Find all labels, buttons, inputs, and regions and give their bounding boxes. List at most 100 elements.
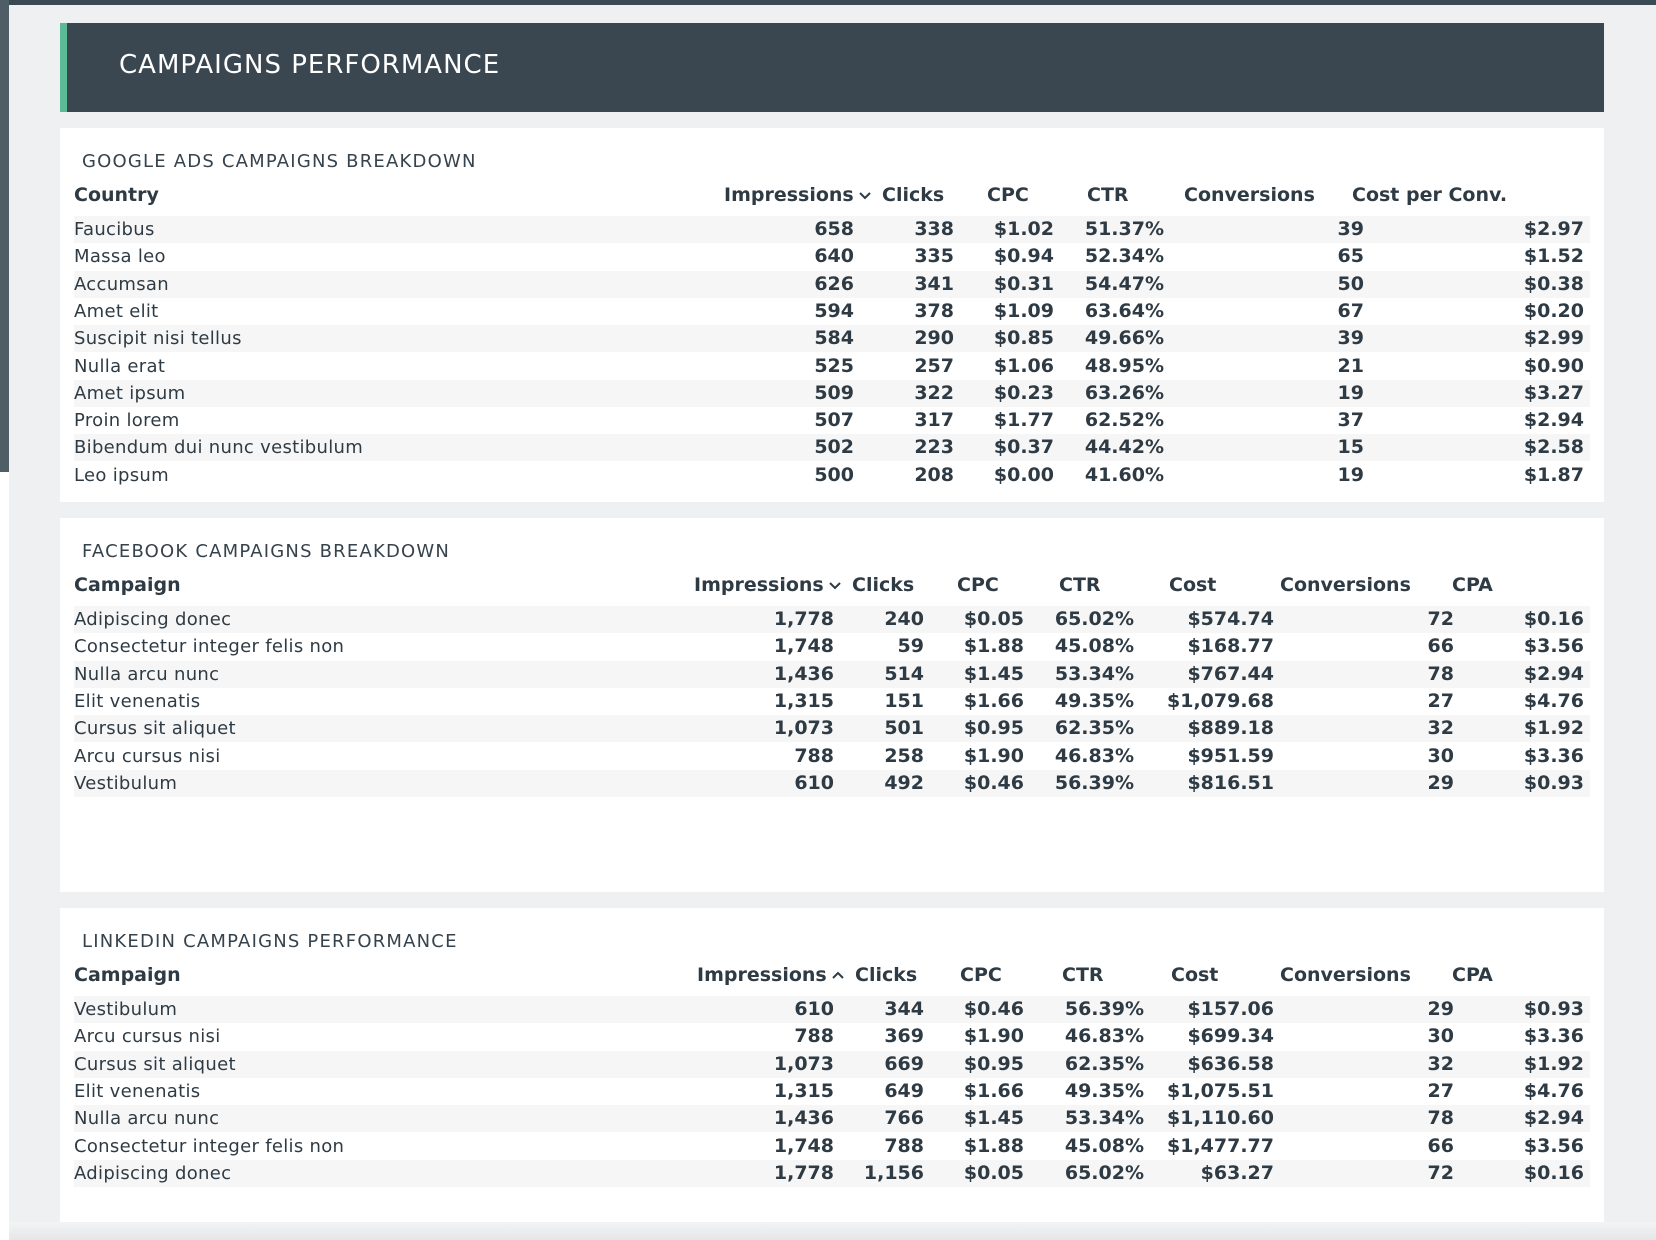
cell-impressions: 788 xyxy=(794,744,834,767)
table-row[interactable]: Elit venenatis 1,315 151 $1.66 49.35% $1,079.… xyxy=(74,688,1590,715)
table-row[interactable]: Amet ipsum 509 322 $0.23 63.26% 19 $3.27 xyxy=(74,379,1590,407)
cell-cpa: $1.92 xyxy=(1523,717,1584,740)
top-strip xyxy=(0,0,1656,5)
cell-cost-per-conv: $0.38 xyxy=(1523,272,1584,295)
column-header-clicks[interactable]: Clicks xyxy=(882,182,944,209)
column-header-label: Conversions xyxy=(1280,574,1411,596)
cell-conversions: 72 xyxy=(1427,608,1454,630)
table-row[interactable]: Adipiscing donec 1,778 240 $0.05 65.02% $574.… xyxy=(74,606,1590,633)
row-name: Consectetur integer felis non xyxy=(74,636,345,658)
table-row[interactable]: Nulla arcu nunc 1,436 514 $1.45 53.34% $767.4… xyxy=(74,660,1590,688)
table-row[interactable]: Nulla arcu nunc 1,436 766 $1.45 53.34% $1,110… xyxy=(74,1105,1590,1133)
column-header-label: Cost xyxy=(1171,964,1219,986)
table-row[interactable]: Consectetur integer felis non 1,748 788 $1.… xyxy=(74,1133,1590,1160)
table-row[interactable]: Vestibulum 610 344 $0.46 56.39% $157.06 29 $0.9… xyxy=(74,996,1590,1023)
column-header-clicks[interactable]: Clicks xyxy=(855,962,917,989)
column-header-conversions[interactable]: Conversions xyxy=(1280,962,1411,989)
table-row[interactable]: Arcu cursus nisi 788 258 $1.90 46.83% $951.59… xyxy=(74,743,1590,770)
chevron-down-icon[interactable] xyxy=(828,578,842,592)
cell-cost: $951.59 xyxy=(1187,744,1274,767)
table-row[interactable]: Nulla erat 525 257 $1.06 48.95% 21 $0.90 xyxy=(74,353,1590,380)
column-header-impressions[interactable]: Impressions xyxy=(724,182,872,209)
cell-impressions: 1,748 xyxy=(773,1134,834,1157)
table-row[interactable]: Bibendum dui nunc vestibulum 502 223 $0.37 4… xyxy=(74,434,1590,462)
column-header-cost[interactable]: Cost xyxy=(1171,962,1218,989)
cell-cost-per-conv: $1.87 xyxy=(1523,463,1584,486)
column-header-label: CTR xyxy=(1059,574,1101,596)
cell-clicks: 59 xyxy=(897,635,924,658)
google-ads-title: GOOGLE ADS CAMPAIGNS BREAKDOWN xyxy=(82,151,477,172)
table-row[interactable]: Consectetur integer felis non 1,748 59 $1.8… xyxy=(74,633,1590,660)
cell-cost: $767.44 xyxy=(1187,662,1274,685)
column-header-country[interactable]: Country xyxy=(74,182,159,209)
table-row[interactable]: Amet elit 594 378 $1.09 63.64% 67 $0.20 xyxy=(74,298,1590,325)
column-header-label: Campaign xyxy=(74,964,181,986)
cell-cpc: $1.66 xyxy=(963,1079,1024,1102)
cell-cpa: $0.93 xyxy=(1523,998,1584,1020)
column-header-label: CPC xyxy=(957,574,999,596)
cell-conversions: 37 xyxy=(1337,409,1364,432)
column-header-label: CPA xyxy=(1452,964,1493,986)
cell-conversions: 50 xyxy=(1337,272,1364,295)
column-header-cpc[interactable]: CPC xyxy=(960,962,1002,989)
table-row[interactable]: Elit venenatis 1,315 649 $1.66 49.35% $1,075.… xyxy=(74,1078,1590,1105)
cell-conversions: 21 xyxy=(1337,354,1364,377)
table-row[interactable]: Leo ipsum 500 208 $0.00 41.60% 19 $1.87 xyxy=(74,462,1590,489)
cell-ctr: 56.39% xyxy=(1064,998,1144,1020)
table-row[interactable]: Cursus sit aliquet 1,073 669 $0.95 62.35% $63… xyxy=(74,1050,1590,1078)
cell-cost: $889.18 xyxy=(1187,717,1274,740)
cell-cost-per-conv: $1.52 xyxy=(1523,245,1584,268)
table-row[interactable]: Arcu cursus nisi 788 369 $1.90 46.83% $699.34… xyxy=(74,1023,1590,1050)
cell-conversions: 27 xyxy=(1427,1079,1454,1102)
column-header-cpc[interactable]: CPC xyxy=(957,572,999,599)
column-header-conversions[interactable]: Conversions xyxy=(1280,572,1411,599)
row-name: Proin lorem xyxy=(74,410,180,432)
table-row[interactable]: Faucibus 658 338 $1.02 51.37% 39 $2.97 xyxy=(74,216,1590,243)
table-row[interactable]: Vestibulum 610 492 $0.46 56.39% $816.51 29 $0.9… xyxy=(74,769,1590,797)
table-row[interactable]: Massa leo 640 335 $0.94 52.34% 65 $1.52 xyxy=(74,243,1590,270)
column-header-cpa[interactable]: CPA xyxy=(1452,572,1493,599)
cell-cost-per-conv: $2.99 xyxy=(1523,327,1584,350)
row-name: Arcu cursus nisi xyxy=(74,1026,221,1048)
column-header-impressions[interactable]: Impressions xyxy=(697,962,845,989)
chevron-up-icon[interactable] xyxy=(831,968,845,982)
cell-clicks: 669 xyxy=(884,1052,924,1075)
column-header-conversions[interactable]: Conversions xyxy=(1184,182,1315,209)
cell-ctr: 65.02% xyxy=(1064,1161,1144,1184)
row-name: Elit venenatis xyxy=(74,690,201,712)
cell-cost: $699.34 xyxy=(1187,1025,1274,1048)
left-sidebar-edge xyxy=(0,0,9,472)
column-header-campaign[interactable]: Campaign xyxy=(74,572,181,599)
cell-impressions: 610 xyxy=(794,771,834,794)
column-header-impressions[interactable]: Impressions xyxy=(694,572,842,599)
row-name: Consectetur integer felis non xyxy=(74,1135,345,1157)
column-header-cpa[interactable]: CPA xyxy=(1452,962,1493,989)
cell-ctr: 54.47% xyxy=(1084,272,1164,295)
cell-clicks: 788 xyxy=(884,1134,924,1157)
column-header-cpc[interactable]: CPC xyxy=(987,182,1029,209)
chevron-down-icon[interactable] xyxy=(858,188,872,202)
table-row[interactable]: Proin lorem 507 317 $1.77 62.52% 37 $2.94 xyxy=(74,407,1590,434)
cell-cost-per-conv: $0.90 xyxy=(1523,354,1584,377)
column-header-cost-per-conv[interactable]: Cost per Conv. xyxy=(1352,182,1507,209)
column-header-ctr[interactable]: CTR xyxy=(1059,572,1101,599)
cell-clicks: 151 xyxy=(884,689,924,712)
cell-conversions: 39 xyxy=(1337,327,1364,350)
table-row[interactable]: Adipiscing donec 1,778 1,156 $0.05 65.02% $63… xyxy=(74,1159,1590,1187)
table-row[interactable]: Accumsan 626 341 $0.31 54.47% 50 $0.38 xyxy=(74,270,1590,298)
cell-cost: $574.74 xyxy=(1187,608,1274,630)
cell-cpc: $0.46 xyxy=(963,771,1024,794)
column-header-cost[interactable]: Cost xyxy=(1169,572,1216,599)
cell-cpc: $1.45 xyxy=(963,1107,1024,1130)
cell-ctr: 49.66% xyxy=(1084,327,1164,350)
cell-impressions: 584 xyxy=(814,327,854,350)
table-row[interactable]: Cursus sit aliquet 1,073 501 $0.95 62.35% $88… xyxy=(74,715,1590,743)
column-header-ctr[interactable]: CTR xyxy=(1062,962,1104,989)
table-row[interactable]: Suscipit nisi tellus 584 290 $0.85 49.66% 39 $… xyxy=(74,325,1590,353)
cell-cpa: $4.76 xyxy=(1523,689,1584,712)
column-header-clicks[interactable]: Clicks xyxy=(852,572,914,599)
facebook-title: FACEBOOK CAMPAIGNS BREAKDOWN xyxy=(82,541,451,562)
cell-ctr: 63.64% xyxy=(1084,299,1164,322)
column-header-ctr[interactable]: CTR xyxy=(1087,182,1129,209)
column-header-campaign[interactable]: Campaign xyxy=(74,962,181,989)
